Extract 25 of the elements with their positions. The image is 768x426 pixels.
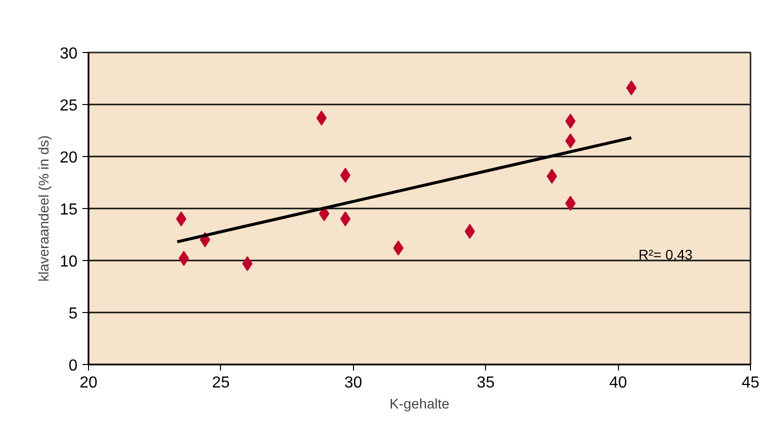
y-tick-label: 20 — [60, 150, 78, 166]
point — [340, 168, 351, 183]
x-axis-title: K-gehalte — [390, 396, 450, 412]
point — [242, 256, 253, 272]
point — [565, 133, 576, 148]
point — [546, 168, 558, 184]
x-tick-label: 45 — [742, 374, 760, 392]
point — [565, 196, 576, 211]
y-tick-label: 25 — [60, 98, 78, 114]
x-tick-label: 30 — [344, 374, 362, 392]
point — [340, 211, 351, 226]
point — [316, 110, 327, 126]
y-tick-label: 5 — [68, 306, 78, 322]
y-tick-label: 0 — [68, 358, 78, 374]
annotation: R²= 0,43 — [638, 246, 693, 262]
x-tick-label: 40 — [609, 374, 628, 392]
y-tick-label: 10 — [60, 254, 78, 270]
y-tick-label: 15 — [60, 202, 78, 218]
y-tick-label: 30 — [60, 46, 78, 62]
point — [565, 114, 576, 129]
x-tick-label: 20 — [80, 374, 98, 392]
x-tick-label: 35 — [476, 374, 495, 392]
y-axis-title: klaveraandeel (% in ds) — [36, 135, 52, 282]
x-tick-label: 25 — [212, 374, 230, 392]
point — [626, 80, 637, 96]
